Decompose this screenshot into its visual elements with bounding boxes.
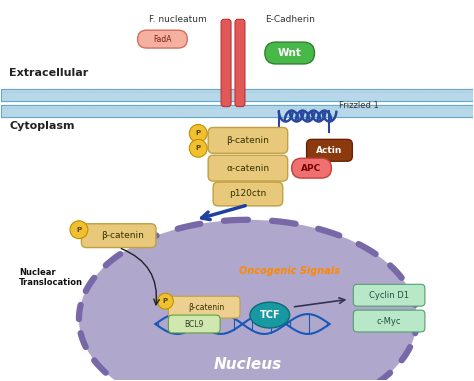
Text: FadA: FadA xyxy=(153,35,172,43)
FancyBboxPatch shape xyxy=(168,296,240,318)
Text: P: P xyxy=(163,298,168,304)
Text: BCL9: BCL9 xyxy=(184,320,204,328)
Text: Cyclin D1: Cyclin D1 xyxy=(369,291,409,300)
Text: Frizzled 1: Frizzled 1 xyxy=(339,101,379,110)
Text: P: P xyxy=(196,130,201,136)
Text: α-catenin: α-catenin xyxy=(227,164,270,173)
FancyBboxPatch shape xyxy=(221,19,231,107)
Text: E-Cadherin: E-Cadherin xyxy=(265,15,315,24)
FancyBboxPatch shape xyxy=(137,30,187,48)
FancyBboxPatch shape xyxy=(208,128,288,153)
FancyBboxPatch shape xyxy=(265,42,315,64)
Text: β-catenin: β-catenin xyxy=(188,303,224,312)
FancyBboxPatch shape xyxy=(307,139,352,161)
Text: Nucleus: Nucleus xyxy=(214,357,282,372)
FancyBboxPatch shape xyxy=(353,284,425,306)
Text: Extracellular: Extracellular xyxy=(9,68,89,78)
Text: Wnt: Wnt xyxy=(278,48,301,58)
Text: Nuclear
Translocation: Nuclear Translocation xyxy=(19,268,83,287)
FancyBboxPatch shape xyxy=(235,19,245,107)
Text: β-catenin: β-catenin xyxy=(227,136,269,145)
FancyBboxPatch shape xyxy=(353,310,425,332)
Text: c-Myc: c-Myc xyxy=(377,317,401,325)
Text: β-catenin: β-catenin xyxy=(101,231,144,240)
Circle shape xyxy=(189,139,207,157)
FancyBboxPatch shape xyxy=(292,158,331,178)
Text: TCF: TCF xyxy=(259,310,280,320)
Circle shape xyxy=(157,293,173,309)
FancyBboxPatch shape xyxy=(208,155,288,181)
Bar xyxy=(1,105,473,117)
Text: Cytoplasm: Cytoplasm xyxy=(9,122,75,131)
Bar xyxy=(1,89,473,101)
Text: APC: APC xyxy=(301,164,322,173)
Ellipse shape xyxy=(79,220,417,381)
FancyBboxPatch shape xyxy=(168,315,220,333)
FancyBboxPatch shape xyxy=(82,224,156,248)
Text: P: P xyxy=(76,227,82,233)
Circle shape xyxy=(70,221,88,239)
Text: Actin: Actin xyxy=(316,146,343,155)
Text: p120ctn: p120ctn xyxy=(229,189,266,199)
Ellipse shape xyxy=(250,302,290,328)
FancyBboxPatch shape xyxy=(213,182,283,206)
Text: Oncogenic Signals: Oncogenic Signals xyxy=(239,266,340,276)
Text: P: P xyxy=(196,145,201,151)
Text: F. nucleatum: F. nucleatum xyxy=(149,15,207,24)
Circle shape xyxy=(189,125,207,142)
